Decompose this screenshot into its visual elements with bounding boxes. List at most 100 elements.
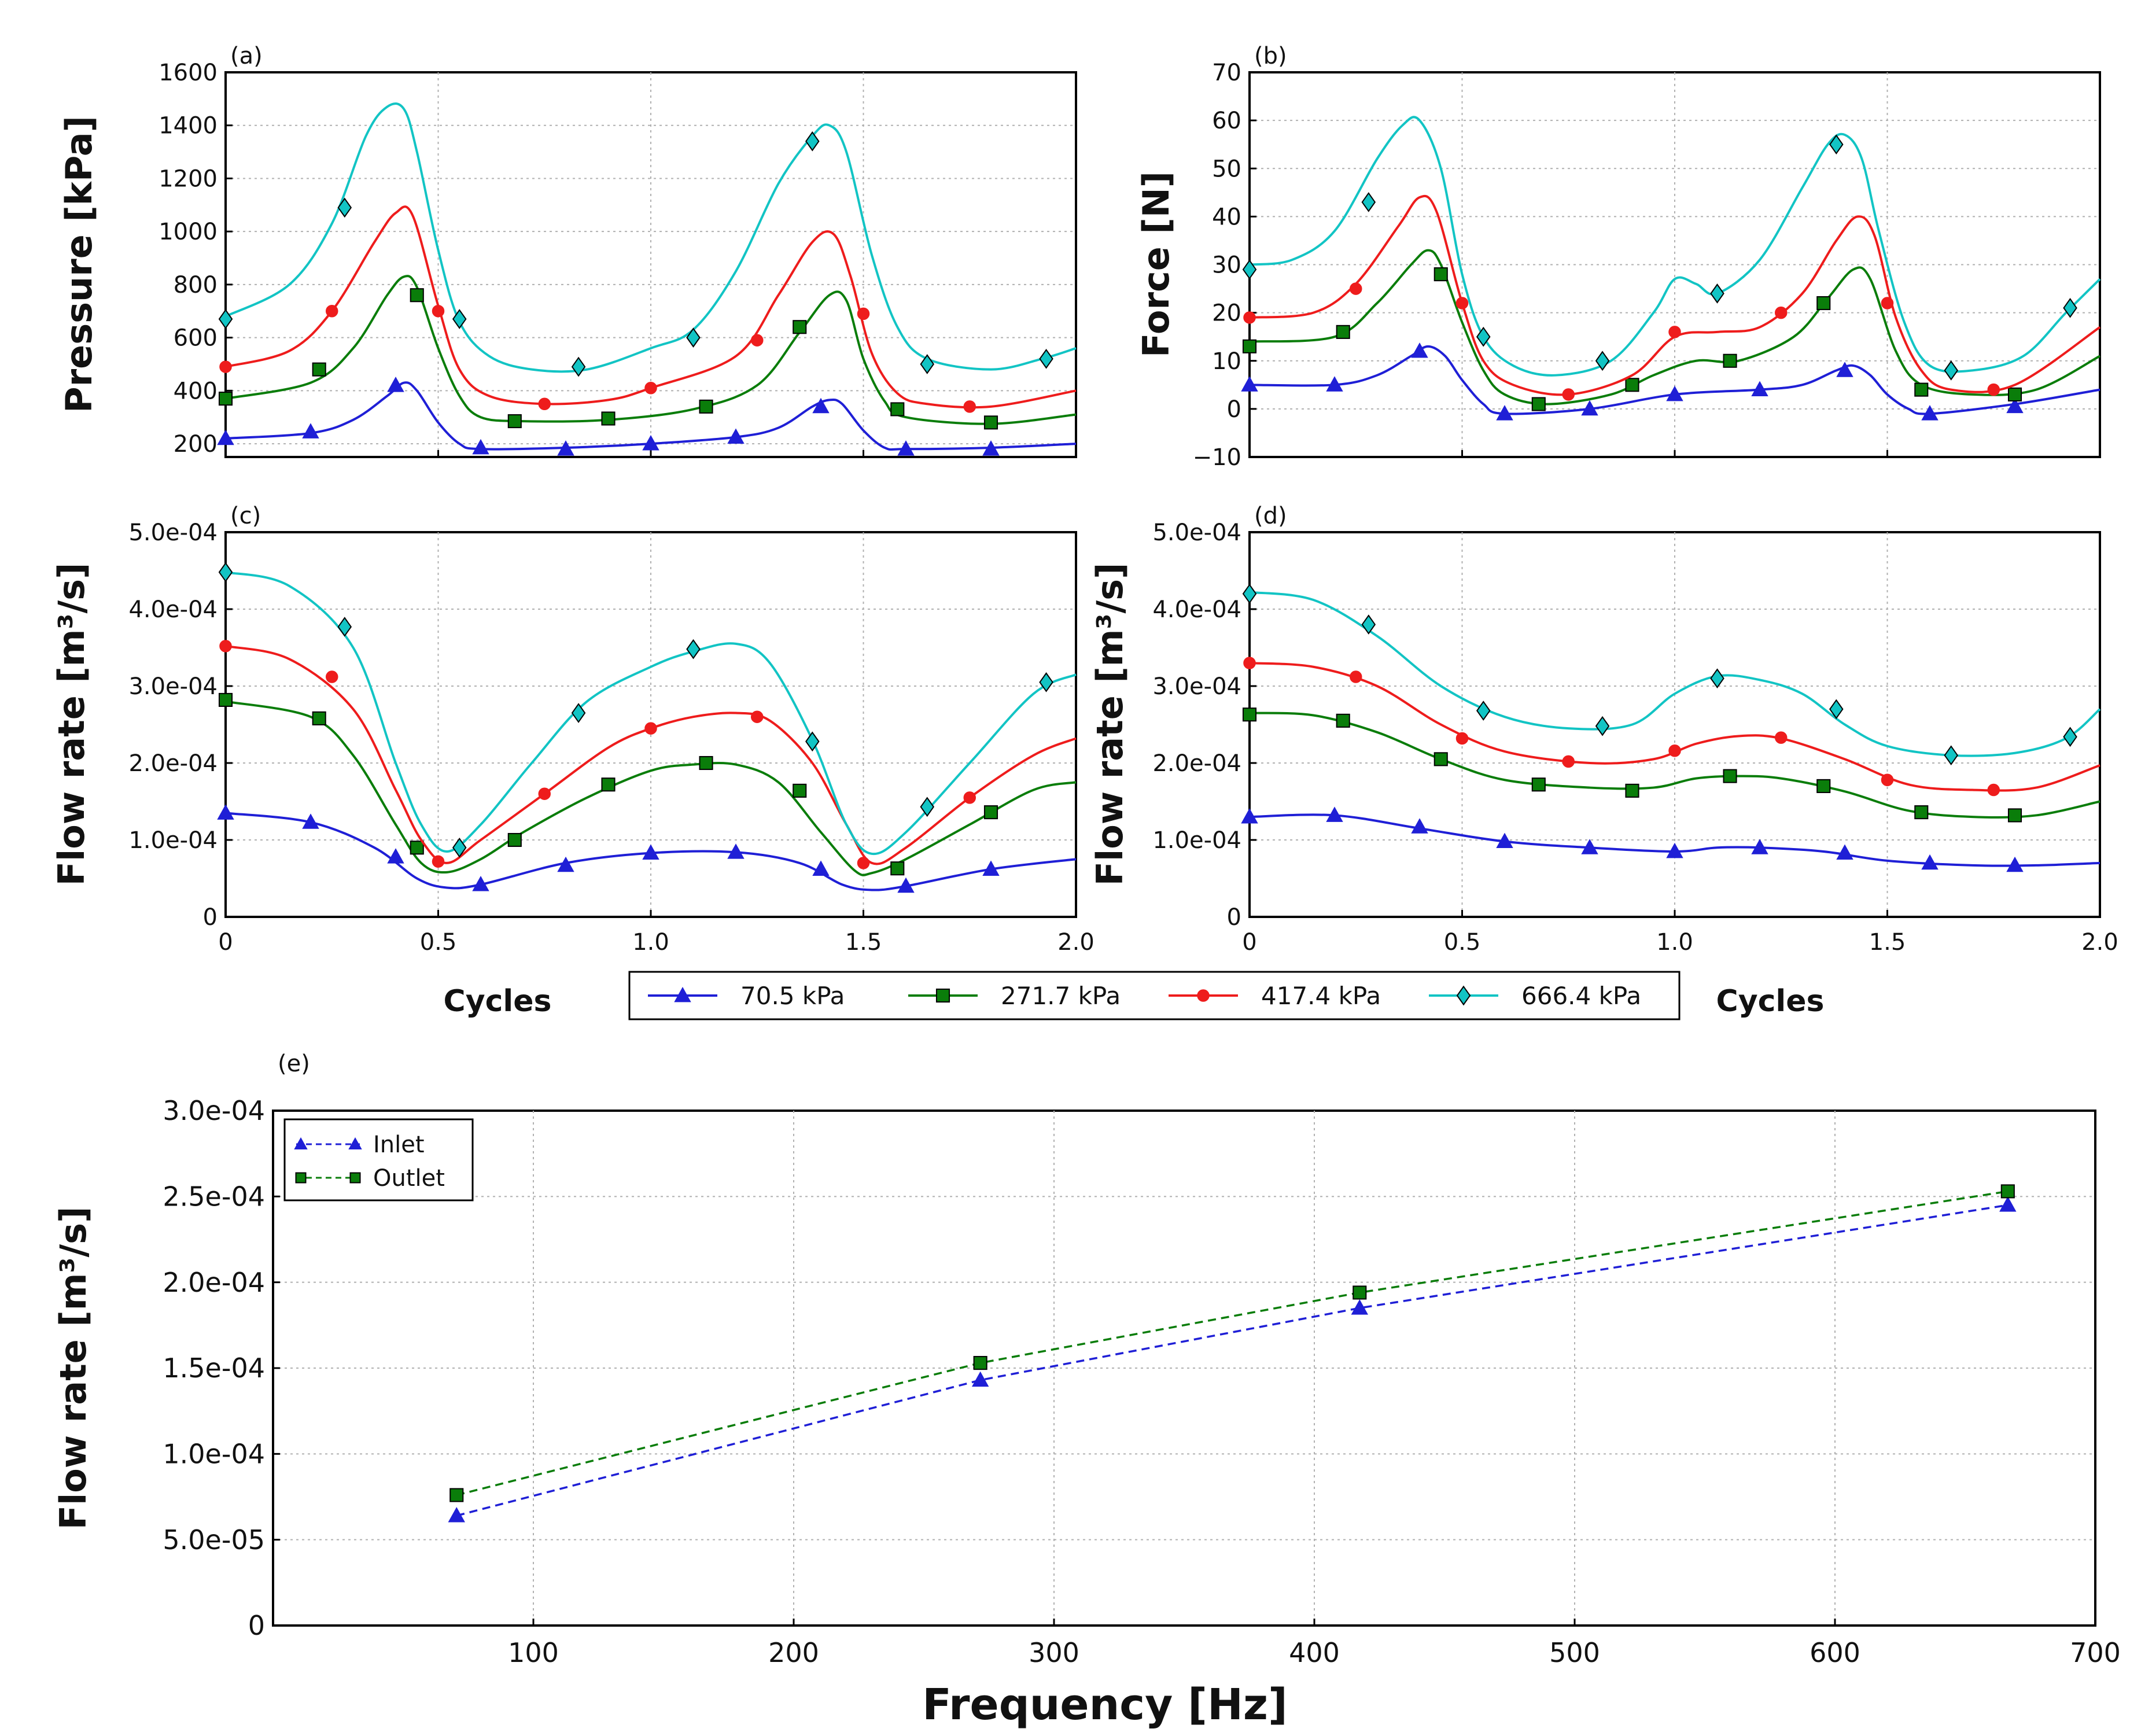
panel-d-grid [1250,532,2100,917]
panel-c-series-0-point-9 [982,860,1000,876]
panel-e-ytick-label-3: 1.5e-04 [163,1352,265,1384]
panel-e-ytick-label-4: 2.0e-04 [163,1267,265,1298]
panel-a-pressure: (a) Pressure [kPa] 200 400 600 800 1000 1200 1… [58,43,1077,458]
panel-d-series-2-point-2 [1455,732,1469,745]
panel-c-series-2-point-5 [751,710,764,723]
panel-c-ytick-label-3: 3.0e-04 [128,673,218,700]
panel-c-series-2-point-2 [432,855,445,868]
panel-d-series-2-point-4 [1668,744,1681,757]
panel-d-series-0-point-8 [1921,854,1939,870]
panel-e-series [448,1184,2017,1523]
panel-c-series-1-point-0 [218,692,233,707]
panel-e-legend-box [283,1118,474,1201]
shared-legend-marker-3 [1456,985,1471,1006]
panel-a-ylabel: Pressure [kPa] [58,116,100,413]
panel-a-series-line-1 [225,275,1077,425]
panel-a-series-2-point-2 [432,305,445,318]
panel-a-series-1-point-1 [312,362,326,377]
panel-c-ytick-label-5: 5.0e-04 [128,519,218,546]
panel-e-ytick-label-5: 2.5e-04 [163,1181,265,1212]
panel-e-xlabel: Frequency [Hz] [922,1680,1288,1730]
panel-b-series-0-point-4 [1581,400,1598,416]
panel-e-label: (e) [278,1051,310,1077]
panel-a-ytick-label-6: 1400 [159,113,218,139]
panel-b-series-3-point-0 [1242,259,1257,280]
panel-d-series-1-point-3 [1531,777,1546,792]
panel-b-series-1-point-5 [1723,353,1737,368]
panel-d-series-1-point-7 [1914,805,1929,820]
panel-d-series-3-point-3 [1595,716,1610,736]
panel-a-series-0-point-5 [642,435,659,451]
panel-d-series-2-point-3 [1562,755,1575,768]
panel-b-series-2-point-4 [1668,326,1681,338]
panel-d-ytick-label-4: 4.0e-04 [1152,596,1241,623]
panel-b-series-3-point-2 [1476,326,1491,347]
panel-d-ytick-label-5: 5.0e-04 [1152,519,1241,546]
panel-a-series-line-2 [225,205,1077,409]
panel-a-ytick-label-5: 1200 [159,165,218,192]
panel-b-ytick-label-8: 70 [1212,60,1241,86]
panel-b-series [1241,116,2101,421]
panel-c-series-1-point-7 [890,861,905,876]
panel-e-flow-vs-frequency: (e) Flow rate [m³/s] Frequency [Hz] 0 5.0… [52,1051,2121,1730]
panel-a-ticks: 200 400 600 800 1000 1200 1400 1600 [159,60,1077,458]
panel-c-series-0-point-6 [727,843,745,859]
panel-b-series-1-point-6 [1816,296,1831,311]
panel-d-xtick-label-3: 1.5 [1869,929,1906,956]
panel-b-series-2-point-1 [1350,282,1362,295]
panel-c-series-2-point-4 [644,722,657,735]
panel-a-series-0-point-7 [812,397,830,414]
panel-a-series-0-point-8 [897,440,915,456]
panel-b-series-2-point-6 [1881,297,1894,309]
panel-a-series-1-point-8 [983,415,998,430]
panel-a-series-1-point-7 [890,402,905,417]
panel-c-xtick-label-1: 0.5 [420,929,457,956]
shared-legend-label-0: 70.5 kPa [740,982,845,1010]
panel-c-series-0-point-4 [557,856,574,872]
shared-legend-label-3: 666.4 kPa [1521,982,1641,1010]
shared-legend-marker-2 [1197,989,1210,1002]
panel-b-series-1-point-2 [1433,267,1448,282]
panel-d-series-3-point-7 [2063,727,2077,747]
panel-a-ytick-label-7: 1600 [159,60,218,86]
panel-d-series-0-point-3 [1496,832,1513,849]
panel-b-ytick-label-1: 0 [1227,396,1241,423]
panel-c-series [217,562,1077,893]
panel-c-xlabel: Cycles [444,984,552,1019]
panel-b-series-3-point-1 [1361,192,1376,212]
panel-b-series-1-point-1 [1336,325,1350,339]
panel-d-xtick-label-0: 0 [1242,929,1256,956]
panel-e-ytick-label-2: 1.0e-04 [163,1438,265,1469]
panel-a-series-0-point-6 [727,428,745,444]
panel-c-series-3-point-6 [920,797,935,817]
panel-a-series-1-point-6 [793,320,807,334]
panel-e-series-0-point-1 [971,1371,989,1387]
panel-c-series-0-point-7 [812,860,830,876]
panel-b-series-line-2 [1249,194,2101,396]
panel-c-series-1-point-1 [312,711,326,725]
panel-c-series-2-point-7 [963,791,976,804]
panel-a-series-0-point-1 [302,423,319,438]
panel-e-ytick-label-6: 3.0e-04 [163,1095,265,1126]
panel-b-ylabel: Force [N] [1135,171,1177,357]
panel-c-series-0-point-3 [472,876,489,891]
panel-b-ytick-label-4: 30 [1212,252,1241,279]
panel-d-series-2-point-0 [1243,657,1256,669]
panel-e-legend-label-0: Inlet [373,1131,425,1158]
panel-e-ytick-label-0: 0 [248,1610,265,1641]
panel-e-xtick-label-5: 600 [1810,1637,1860,1668]
panel-a-series-line-3 [225,102,1077,373]
panel-c-series-3-point-5 [805,731,820,752]
panel-d-series-3-point-6 [1944,745,1959,766]
panel-a-series-0-point-3 [472,438,489,455]
shared-legend-marker-0 [674,986,691,1002]
panel-b-ytick-label-2: 10 [1212,348,1241,375]
panel-d-series-0-point-7 [1836,844,1853,860]
panel-b-series-3-point-3 [1595,351,1610,371]
panel-a-ytick-label-0: 200 [174,431,218,458]
panel-e-series-line-1 [456,1190,2009,1497]
panel-b-series-1-point-7 [1914,382,1929,397]
panel-b-series-3-point-5 [1829,134,1844,155]
panel-e-ytick-label-1: 5.0e-05 [163,1524,265,1556]
panel-c-xtick-label-2: 1.0 [632,929,669,956]
